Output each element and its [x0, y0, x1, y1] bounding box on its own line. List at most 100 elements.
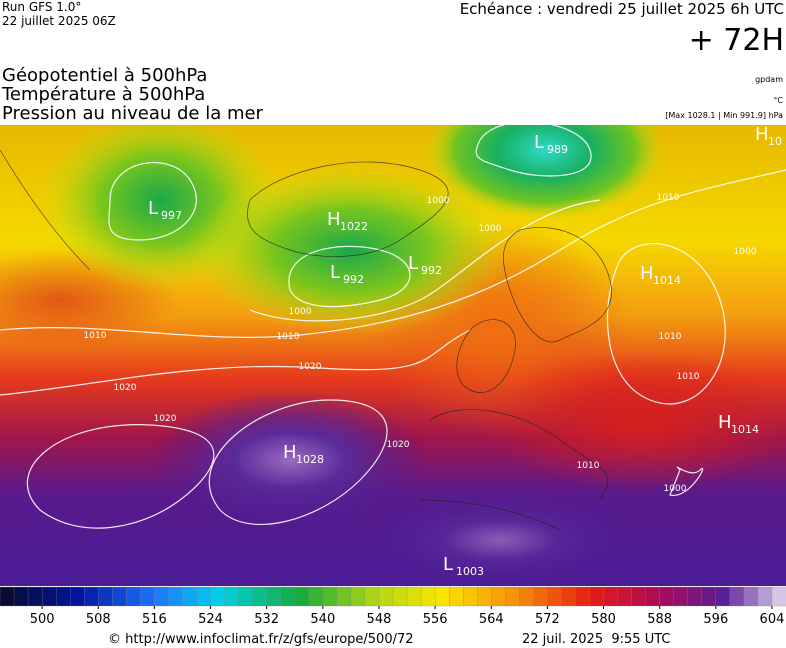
- colorbar-swatch: [645, 586, 661, 607]
- isobar-label: 1020: [154, 414, 177, 424]
- colorbar-tick-label: 516: [142, 612, 167, 627]
- center-value: 997: [161, 209, 182, 222]
- pressure-range: [Max 1028.1 | Min 991.9] hPa: [665, 111, 783, 120]
- colorbar-tick-label: 588: [647, 612, 672, 627]
- colorbar-swatch: [98, 586, 113, 607]
- colorbar-swatch: [617, 586, 633, 607]
- colorbar-swatch: [491, 586, 506, 607]
- center-letter: H: [327, 209, 341, 230]
- field-name: Géopotentiel à 500hPa: [2, 65, 207, 86]
- isobar-label: 1020: [114, 383, 137, 393]
- unit: gpdam: [755, 75, 783, 84]
- colorbar-swatch: [673, 586, 689, 607]
- colorbar-swatch: [392, 586, 408, 607]
- colorbar-swatch: [743, 586, 759, 607]
- colorbar-swatch: [140, 586, 156, 607]
- colorbar-swatch: [687, 586, 703, 607]
- run-label: Run GFS 1.0°: [2, 0, 81, 14]
- isobar-label: 1020: [299, 362, 322, 372]
- colorbar-swatch: [84, 586, 99, 607]
- colorbar-tick-label: 596: [703, 612, 728, 627]
- colorbar-swatch: [154, 586, 170, 607]
- isobar-label: 1010: [657, 193, 680, 203]
- colorbar-swatch: [238, 586, 254, 607]
- center-value: 1022: [340, 220, 368, 233]
- colorbar-swatch: [252, 586, 268, 607]
- isobar-label: 1000: [289, 307, 312, 317]
- colorbar-tick-label: 556: [423, 612, 448, 627]
- colorbar-tick-label: 524: [198, 612, 223, 627]
- source-url: © http://www.infoclimat.fr/z/gfs/europe/…: [108, 632, 414, 647]
- colorbar-tick-label: 548: [367, 612, 392, 627]
- isobar-label: 1010: [277, 332, 300, 342]
- colorbar-swatch: [448, 586, 464, 607]
- colorbar-swatch: [477, 586, 492, 607]
- center-value: 1003: [456, 565, 484, 578]
- isobar-label: 1000: [734, 247, 757, 257]
- colorbar-swatch: [55, 586, 71, 607]
- center-letter: H: [755, 124, 769, 145]
- run-date: 22 juillet 2025 06Z: [2, 14, 116, 28]
- isobar-label: 1010: [84, 331, 107, 341]
- colorbar-swatch: [336, 586, 352, 607]
- center-letter: L: [408, 253, 418, 274]
- unit: °C: [773, 96, 783, 105]
- center-letter: L: [330, 262, 340, 283]
- isobar-label: 1020: [387, 440, 410, 450]
- center-value: 10: [768, 135, 782, 148]
- colorbar-swatch: [561, 586, 577, 607]
- isobar-label: 1010: [677, 372, 700, 382]
- colorbar-swatch: [505, 586, 520, 607]
- center-letter: L: [443, 554, 453, 575]
- center-value: 989: [547, 143, 568, 156]
- isobar-label: 1000: [427, 196, 450, 206]
- colorbar-tick-label: 604: [760, 612, 785, 627]
- center-letter: L: [148, 198, 158, 219]
- colorbar-swatch: [575, 586, 591, 607]
- colorbar-tick-label: 508: [86, 612, 111, 627]
- colorbar-swatch: [603, 586, 619, 607]
- colorbar-tick-label: 564: [479, 612, 504, 627]
- center-value: 1028: [296, 453, 324, 466]
- colorbar-swatch: [294, 586, 310, 607]
- colorbar-swatch: [378, 586, 394, 607]
- colorbar-swatch: [224, 586, 240, 607]
- center-letter: L: [534, 132, 544, 153]
- colorbar-swatch: [266, 586, 282, 607]
- colorbar-swatch: [126, 586, 142, 607]
- colorbar-swatch: [519, 586, 535, 607]
- colorbar-swatch: [757, 586, 773, 607]
- colorbar-swatch: [729, 586, 745, 607]
- colorbar-swatch: [350, 586, 366, 607]
- colorbar-swatch: [589, 586, 605, 607]
- isobar-label: 1000: [479, 224, 502, 234]
- center-letter: H: [283, 442, 297, 463]
- colorbar-swatch: [406, 586, 422, 607]
- timestamp: 22 juil. 2025 9:55 UTC: [522, 632, 670, 647]
- lead-time: + 72H: [689, 23, 784, 58]
- colorbar-tick-label: 572: [535, 612, 560, 627]
- colorbar-tick-label: 540: [310, 612, 335, 627]
- colorbar-swatch: [322, 586, 338, 607]
- colorbar-swatch: [631, 586, 647, 607]
- field-name: Pression au niveau de la mer: [2, 103, 264, 124]
- colorbar-swatch: [771, 586, 786, 607]
- colorbar-swatch: [420, 586, 436, 607]
- center-value: 1014: [653, 274, 681, 287]
- colorbar-swatch: [547, 586, 563, 607]
- center-letter: H: [718, 412, 732, 433]
- colorbar-swatch: [434, 586, 450, 607]
- colorbar-swatch: [70, 586, 85, 607]
- center-value: 1014: [731, 423, 759, 436]
- colorbar-swatch: [463, 586, 478, 607]
- colorbar-swatch: [308, 586, 324, 607]
- colorbar-tick-label: 580: [591, 612, 616, 627]
- colorbar-swatch: [280, 586, 296, 607]
- center-value: 992: [343, 273, 364, 286]
- colorbar-swatch: [13, 586, 29, 607]
- center-letter: H: [640, 263, 654, 284]
- colorbar-swatch: [715, 586, 731, 607]
- colorbar-swatch: [182, 586, 198, 607]
- colorbar-swatch: [0, 586, 15, 607]
